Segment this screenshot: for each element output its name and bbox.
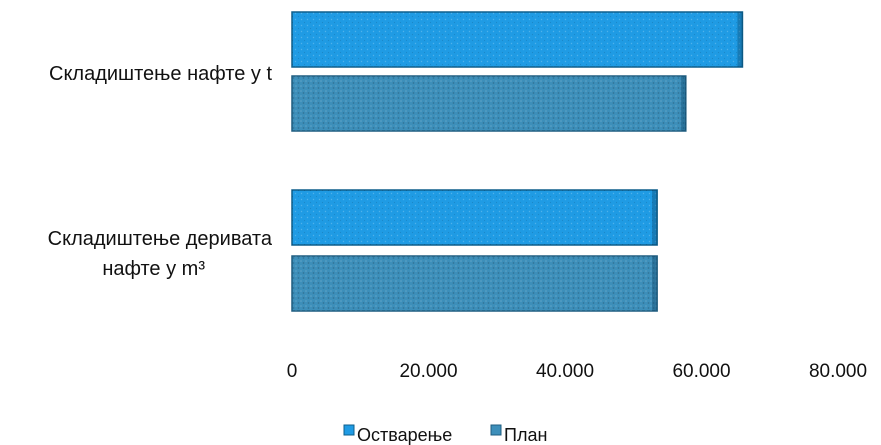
x-tick-label-2: 40.000 bbox=[536, 361, 594, 382]
x-tick-label-0: 0 bbox=[287, 361, 298, 382]
bar-edge-cat1-series1 bbox=[652, 256, 658, 311]
legend-swatch-ostvarenje bbox=[343, 424, 355, 436]
bar-edge-cat0-series1 bbox=[680, 76, 686, 131]
category-labels: Складиштење нафте у t Складиштење дерива… bbox=[48, 63, 273, 280]
legend-swatch-plan bbox=[490, 424, 502, 436]
bar-edge-cat0-series0 bbox=[737, 12, 743, 67]
bars-layer bbox=[291, 11, 744, 312]
category-label-derivatives-line2: нафте у m³ bbox=[102, 258, 205, 280]
x-tick-label-4: 80.000 bbox=[809, 361, 867, 382]
x-tick-label-1: 20.000 bbox=[399, 361, 457, 382]
x-tick-label-3: 60.000 bbox=[672, 361, 730, 382]
bar-texture-cat0-series1 bbox=[292, 76, 686, 131]
bar-edge-cat1-series0 bbox=[652, 190, 658, 245]
category-label-oil: Складиштење нафте у t bbox=[49, 63, 272, 85]
bar-texture-cat1-series1 bbox=[292, 256, 658, 311]
legend-label-ostvarenje: Остварење bbox=[357, 425, 452, 445]
category-label-derivatives-line1: Складиштење деривата bbox=[48, 228, 273, 250]
x-axis-tick-labels: 0 20.000 40.000 60.000 80.000 bbox=[287, 361, 867, 382]
legend-label-plan: План bbox=[504, 425, 547, 445]
bar-texture-cat0-series0 bbox=[292, 12, 743, 67]
bar-texture-cat1-series0 bbox=[292, 190, 658, 245]
legend: Остварење План bbox=[343, 424, 547, 445]
